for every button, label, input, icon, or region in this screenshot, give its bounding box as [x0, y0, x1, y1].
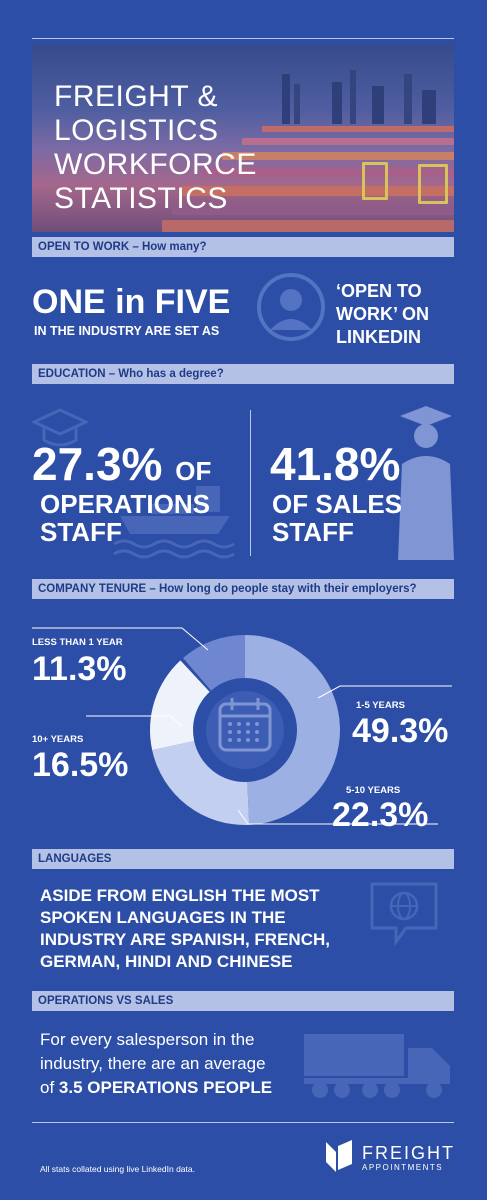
donut-segment — [150, 660, 210, 751]
donut-segment — [183, 635, 245, 691]
open-to-work-linkedin-text: ‘OPEN TO WORK’ ON LINKEDIN — [336, 280, 429, 349]
leader-line — [237, 809, 438, 825]
text-line: OPERATIONS — [40, 489, 210, 519]
hero-title: FREIGHT & LOGISTICS WORKFORCE STATISTICS — [54, 80, 257, 216]
ops-vs-sales-text: For every salesperson in the industry, t… — [40, 1028, 272, 1100]
open-to-work-subline: IN THE INDUSTRY ARE SET AS — [34, 324, 220, 338]
hero-title-line: STATISTICS — [54, 182, 228, 215]
hero-title-line: FREIGHT & — [54, 80, 218, 113]
calendar-icon — [218, 698, 272, 752]
text-prefix: of — [40, 1078, 59, 1097]
text-line: WORK’ ON — [336, 304, 429, 324]
tenure-label-5-10: 5-10 YEARS — [346, 785, 401, 796]
graduate-person-icon — [398, 406, 454, 560]
text-line: LINKEDIN — [336, 327, 421, 347]
donut-segment — [152, 741, 250, 825]
tenure-donut-chart — [32, 627, 452, 825]
ops-people-count: 3.5 OPERATIONS PEOPLE — [58, 1078, 273, 1097]
tenure-value-5-10: 22.3% — [332, 796, 429, 834]
section-header-open-to-work: OPEN TO WORK – How many? — [32, 237, 454, 257]
education-sales-pct: 41.8% — [270, 438, 401, 490]
tenure-value-10plus: 16.5% — [32, 746, 129, 784]
text-line: industry, there are an average — [40, 1054, 266, 1073]
logo-sub-text: APPOINTMENTS — [362, 1163, 444, 1172]
leader-line — [317, 685, 452, 699]
languages-text: ASIDE FROM ENGLISH THE MOST SPOKEN LANGU… — [40, 885, 330, 973]
logo-main-text: FREIGHT — [362, 1143, 455, 1163]
graduation-cap-icon — [32, 408, 88, 447]
ops-of-label: OF — [175, 456, 212, 486]
section-header-languages: LANGUAGES — [32, 849, 454, 869]
text-line: STAFF — [40, 517, 122, 547]
donut-segments — [150, 635, 341, 825]
top-divider — [32, 38, 454, 39]
hero-title-line: LOGISTICS — [54, 114, 219, 147]
donut-segment — [245, 635, 341, 825]
tenure-label-1-5: 1-5 YEARS — [356, 700, 405, 711]
footer-note: All stats collated using live LinkedIn d… — [40, 1164, 195, 1174]
text-line: INDUSTRY ARE SPANISH, FRENCH, — [40, 930, 330, 949]
education-divider — [250, 410, 251, 556]
bottom-divider — [32, 1122, 454, 1123]
open-to-work-headline: ONE in FIVE — [32, 283, 231, 321]
person-avatar-icon — [257, 273, 325, 341]
tenure-label-lt1: LESS THAN 1 YEAR — [32, 637, 123, 648]
tenure-value-1-5: 49.3% — [352, 712, 449, 750]
education-ops-stat: 27.3% OF — [32, 440, 211, 495]
text-line: For every salesperson in the — [40, 1030, 255, 1049]
tenure-label-10plus: 10+ YEARS — [32, 734, 84, 745]
cargo-ship-icon — [113, 486, 235, 559]
text-line: of 3.5 OPERATIONS PEOPLE — [40, 1076, 272, 1100]
leader-line — [32, 627, 209, 651]
text-line: GERMAN, HINDI AND CHINESE — [40, 952, 293, 971]
freight-appointments-logo-icon — [326, 1140, 352, 1172]
section-header-tenure: COMPANY TENURE – How long do people stay… — [32, 579, 454, 599]
text-line: SPOKEN LANGUAGES IN THE — [40, 908, 286, 927]
globe-chat-icon — [370, 882, 438, 947]
hero-title-line: WORKFORCE — [54, 148, 257, 181]
text-line: STAFF — [272, 517, 354, 547]
education-sales-label: OF SALES STAFF — [272, 490, 402, 546]
section-header-education: EDUCATION – Who has a degree? — [32, 364, 454, 384]
hero-banner: FREIGHT & LOGISTICS WORKFORCE STATISTICS — [32, 44, 454, 232]
ops-percentage: 27.3% — [32, 438, 163, 490]
text-line: OF SALES — [272, 489, 403, 519]
education-ops-label: OPERATIONS STAFF — [40, 490, 210, 546]
leader-line — [86, 715, 183, 727]
section-header-ops-vs-sales: OPERATIONS VS SALES — [32, 991, 454, 1011]
text-line: ASIDE FROM ENGLISH THE MOST — [40, 886, 320, 905]
text-line: ‘OPEN TO — [336, 281, 422, 301]
truck-icon — [304, 1034, 450, 1098]
tenure-value-lt1: 11.3% — [32, 650, 127, 688]
